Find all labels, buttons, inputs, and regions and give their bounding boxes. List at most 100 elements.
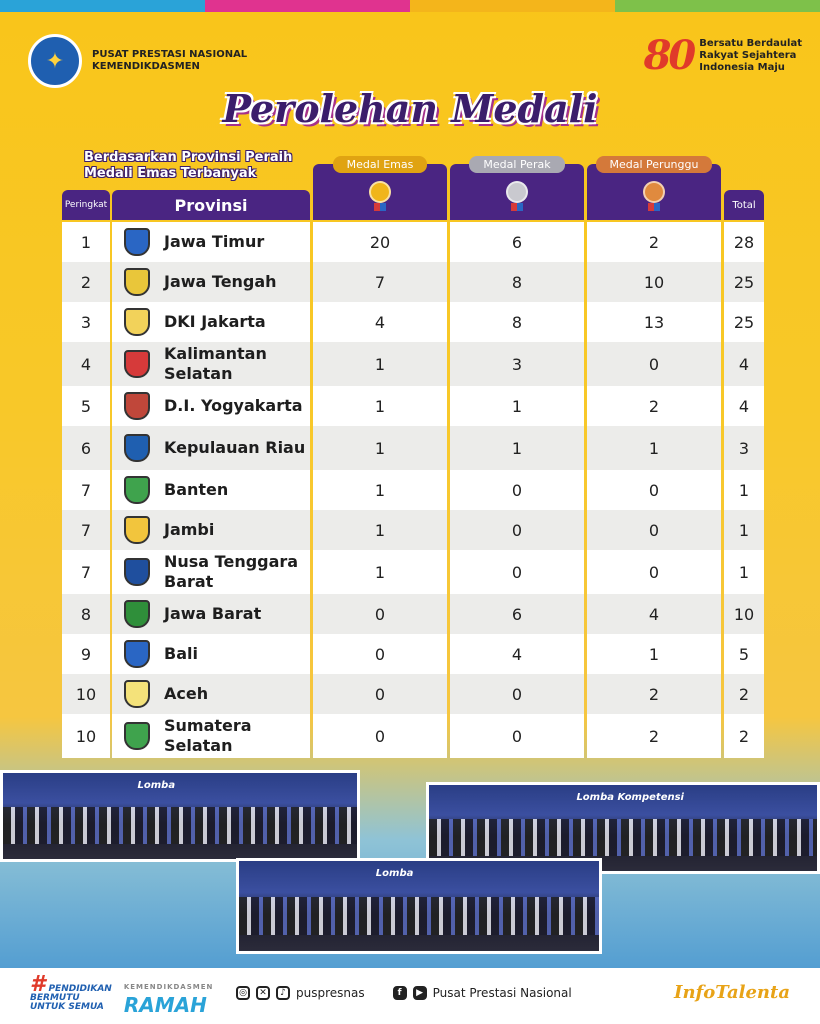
- bronze-count-cell: 10: [587, 262, 721, 302]
- column-header-silver: Medal Perak: [450, 156, 584, 220]
- rank-cell: 9: [62, 634, 110, 674]
- province-cell: Aceh: [112, 674, 310, 714]
- social-handle[interactable]: puspresnas: [296, 986, 365, 1000]
- province-name: Kepulauan Riau: [164, 438, 306, 457]
- top-color-bar: [0, 0, 820, 12]
- rank-cell: 8: [62, 594, 110, 634]
- tagline-line1: Bersatu Berdaulat: [699, 37, 802, 49]
- province-name: Sumatera Selatan: [164, 716, 252, 755]
- silver-count-cell: 0: [450, 674, 584, 714]
- total-count-cell: 10: [724, 594, 764, 634]
- total-count-cell: 1: [724, 470, 764, 510]
- bronze-count-cell: 0: [587, 550, 721, 594]
- hashtag-logo: # PENDIDIKAN BERMUTU UNTUK SEMUA: [30, 974, 112, 1012]
- silver-count-cell: 8: [450, 262, 584, 302]
- anniversary-tagline: Bersatu Berdaulat Rakyat Sejahtera Indon…: [699, 38, 802, 74]
- tagline-line2: Rakyat Sejahtera: [699, 49, 797, 61]
- total-count-cell: 1: [724, 550, 764, 594]
- silver-count-cell: 1: [450, 386, 584, 426]
- table-row: 9 Bali 0 4 1 5: [62, 634, 764, 674]
- rank-cell: 3: [62, 302, 110, 342]
- silver-count-cell: 3: [450, 342, 584, 386]
- tiktok-icon[interactable]: ♪: [276, 986, 290, 1000]
- table-row: 7 Jambi 1 0 0 1: [62, 510, 764, 550]
- rank-cell: 5: [62, 386, 110, 426]
- org-line1: PUSAT PRESTASI NASIONAL: [92, 49, 248, 60]
- bronze-count-cell: 13: [587, 302, 721, 342]
- table-row: 2 Jawa Tengah 7 8 10 25: [62, 262, 764, 302]
- top-bar-segment: [0, 0, 205, 12]
- gold-count-cell: 1: [313, 342, 447, 386]
- top-bar-segment: [205, 0, 410, 12]
- province-cell: Jawa Timur: [112, 222, 310, 262]
- province-emblem-icon: [124, 268, 150, 296]
- bronze-medal-icon: [643, 181, 665, 211]
- gold-count-cell: 4: [313, 302, 447, 342]
- bronze-count-cell: 0: [587, 470, 721, 510]
- province-cell: Banten: [112, 470, 310, 510]
- column-header-total: Total: [724, 190, 764, 220]
- province-cell: Nusa Tenggara Barat: [112, 550, 310, 594]
- table-row: 8 Jawa Barat 0 6 4 10: [62, 594, 764, 634]
- gold-count-cell: 7: [313, 262, 447, 302]
- province-emblem-icon: [124, 392, 150, 420]
- photo-banner: Lomba: [137, 779, 176, 791]
- silver-count-cell: 1: [450, 426, 584, 470]
- silver-count-cell: 8: [450, 302, 584, 342]
- photo-banner: Lomba Kompetensi: [576, 791, 684, 803]
- ramah-small-text: KEMENDIKDASMEN: [123, 983, 214, 991]
- total-count-cell: 1: [724, 510, 764, 550]
- province-name: Bali: [164, 644, 198, 663]
- footer-social: ◎ ✕ ♪ puspresnas f ▶ Pusat Prestasi Nasi…: [236, 986, 572, 1000]
- ramah-text: RAMAH: [123, 993, 207, 1017]
- province-name: Jawa Tengah: [164, 272, 277, 291]
- tagline-line3: Indonesia Maju: [699, 61, 785, 73]
- rank-cell: 10: [62, 714, 110, 758]
- silver-header-label: Medal Perak: [469, 156, 565, 173]
- total-count-cell: 4: [724, 342, 764, 386]
- province-name: Jawa Timur: [164, 232, 265, 251]
- silver-count-cell: 0: [450, 470, 584, 510]
- gold-count-cell: 0: [313, 674, 447, 714]
- anniversary-80-logo: 80: [643, 32, 697, 79]
- bronze-count-cell: 0: [587, 510, 721, 550]
- event-photo-2: Lomba Kompetensi: [426, 782, 820, 874]
- column-header-rank: Peringkat: [62, 190, 110, 220]
- bronze-count-cell: 2: [587, 386, 721, 426]
- province-emblem-icon: [124, 558, 150, 586]
- event-photo-3: Lomba: [236, 858, 602, 954]
- photo-participants: [3, 807, 357, 844]
- bronze-count-cell: 0: [587, 342, 721, 386]
- province-cell: Bali: [112, 634, 310, 674]
- column-header-bronze: Medal Perunggu: [587, 156, 721, 220]
- footer-campaign-logos: # PENDIDIKAN BERMUTU UNTUK SEMUA KEMENDI…: [30, 974, 214, 1017]
- event-photo-1: Lomba: [0, 770, 360, 862]
- x-twitter-icon[interactable]: ✕: [256, 986, 270, 1000]
- table-row: 7 Banten 1 0 0 1: [62, 470, 764, 510]
- tut-wuri-handayani-logo-icon: ✦: [28, 34, 82, 88]
- province-emblem-icon: [124, 680, 150, 708]
- gold-count-cell: 1: [313, 426, 447, 470]
- province-cell: Kalimantan Selatan: [112, 342, 310, 386]
- channel-name[interactable]: Pusat Prestasi Nasional: [432, 986, 572, 1000]
- province-emblem-icon: [124, 350, 150, 378]
- silver-medal-icon: [506, 181, 528, 211]
- gold-count-cell: 1: [313, 470, 447, 510]
- table-row: 4 Kalimantan Selatan 1 3 0 4: [62, 342, 764, 386]
- youtube-icon[interactable]: ▶: [412, 986, 427, 1000]
- province-emblem-icon: [124, 434, 150, 462]
- gold-medal-icon: [369, 181, 391, 211]
- province-emblem-icon: [124, 722, 150, 750]
- hash-icon: #: [30, 972, 46, 997]
- photo-participants: [429, 819, 817, 856]
- silver-count-cell: 6: [450, 594, 584, 634]
- total-count-cell: 28: [724, 222, 764, 262]
- total-count-cell: 25: [724, 262, 764, 302]
- instagram-icon[interactable]: ◎: [236, 986, 250, 1000]
- table-row: 1 Jawa Timur 20 6 2 28: [62, 222, 764, 262]
- facebook-icon[interactable]: f: [392, 986, 407, 1000]
- table-row: 10 Aceh 0 0 2 2: [62, 674, 764, 714]
- subtitle-line1: Berdasarkan Provinsi Peraih: [84, 150, 293, 165]
- province-cell: DKI Jakarta: [112, 302, 310, 342]
- silver-count-cell: 0: [450, 510, 584, 550]
